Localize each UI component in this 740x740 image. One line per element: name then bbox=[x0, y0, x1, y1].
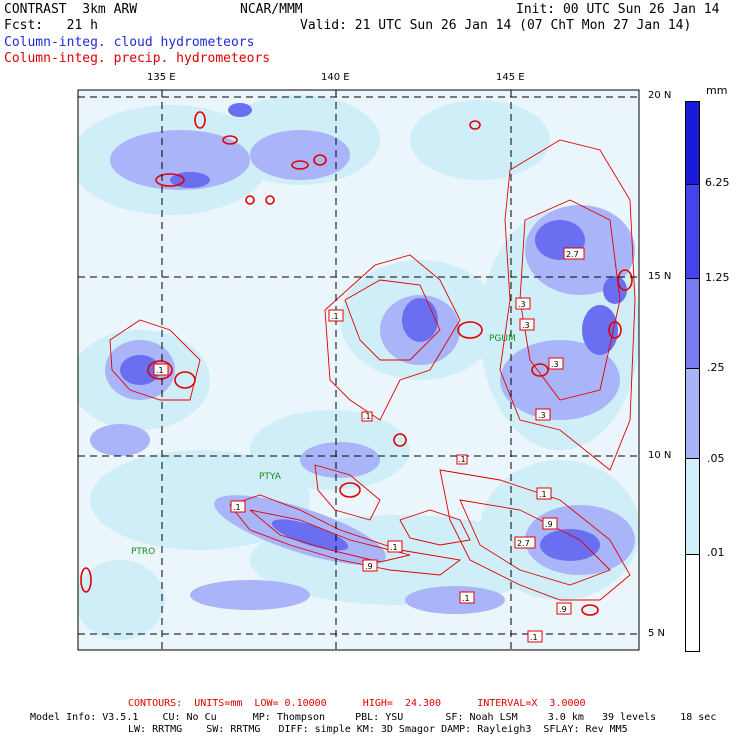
svg-text:.9: .9 bbox=[365, 562, 373, 571]
stations: PGUM PTYA PTRO bbox=[131, 334, 516, 557]
legend-swatch bbox=[686, 278, 699, 368]
legend-swatch bbox=[686, 554, 699, 650]
contour-label: .1 bbox=[456, 454, 468, 465]
valid-time: Valid: 21 UTC Sun 26 Jan 14 (07 ChT Mon … bbox=[300, 18, 692, 33]
physics-info: LW: RRTMG SW: RRTMG DIFF: simple KM: 3D … bbox=[128, 724, 628, 735]
svg-text:.1: .1 bbox=[363, 412, 371, 421]
contour-label: .1 bbox=[387, 540, 403, 553]
legend-swatch bbox=[686, 102, 699, 184]
contours-info: CONTOURS: UNITS=mm LOW= 0.10000 HIGH= 24… bbox=[128, 698, 586, 709]
svg-text:.1: .1 bbox=[462, 594, 470, 603]
station-ptya: PTYA bbox=[259, 472, 282, 482]
contour-label: .3 bbox=[519, 318, 535, 331]
legend-swatch bbox=[686, 368, 699, 458]
lon-label-145: 145 E bbox=[496, 72, 525, 83]
svg-text:.1: .1 bbox=[530, 633, 538, 642]
svg-text:.3: .3 bbox=[538, 411, 546, 420]
precip-cells bbox=[80, 111, 633, 616]
contour-label: .9 bbox=[556, 602, 572, 615]
lat-label-5: 5 N bbox=[648, 628, 666, 639]
station-pgum: PGUM bbox=[489, 334, 516, 344]
legend-level: 1.25 bbox=[705, 271, 730, 284]
legend-level: 6.25 bbox=[705, 176, 730, 189]
contour-label: .1 bbox=[230, 500, 246, 513]
station-ptro: PTRO bbox=[131, 547, 155, 557]
field-precip-label: Column-integ. precip. hydrometeors bbox=[4, 51, 271, 66]
svg-text:.1: .1 bbox=[390, 543, 398, 552]
svg-text:.3: .3 bbox=[522, 321, 530, 330]
lat-label-20: 20 N bbox=[648, 90, 672, 101]
forecast-hour: Fcst: 21 h bbox=[4, 18, 98, 33]
model-info: Model Info: V3.5.1 CU: No Cu MP: Thompso… bbox=[30, 712, 717, 723]
svg-text:.9: .9 bbox=[559, 605, 567, 614]
contour-label: .9 bbox=[542, 517, 558, 530]
contour-label: .1 bbox=[153, 363, 169, 376]
svg-text:.1: .1 bbox=[233, 503, 241, 512]
svg-text:.3: .3 bbox=[551, 360, 559, 369]
svg-text:.1: .1 bbox=[539, 490, 547, 499]
precip-contours bbox=[109, 139, 636, 601]
legend-swatch bbox=[686, 458, 699, 554]
svg-text:.3: .3 bbox=[518, 300, 526, 309]
contour-label: 2.7 bbox=[563, 247, 585, 260]
legend-swatch bbox=[686, 184, 699, 278]
legend-colorbar bbox=[685, 101, 700, 652]
center-name: NCAR/MMM bbox=[240, 2, 303, 17]
svg-text:2.7: 2.7 bbox=[566, 250, 579, 259]
svg-text:2.7: 2.7 bbox=[517, 539, 530, 548]
init-time: Init: 00 UTC Sun 26 Jan 14 bbox=[516, 2, 720, 17]
contour-label: .9 bbox=[362, 559, 378, 572]
lon-label-140: 140 E bbox=[321, 72, 350, 83]
legend-level: .01 bbox=[707, 546, 725, 559]
lon-label-135: 135 E bbox=[147, 72, 176, 83]
svg-text:.1: .1 bbox=[458, 455, 466, 464]
contour-label: .1 bbox=[536, 487, 552, 500]
contour-label: .3 bbox=[515, 297, 531, 310]
lat-label-10: 10 N bbox=[648, 450, 672, 461]
contour-label-group: .1 .1 .3 .3 .3 .3 .1 .9 2.7 2.7 .1 .1 .9… bbox=[153, 247, 585, 643]
svg-text:.1: .1 bbox=[331, 312, 339, 321]
contour-label: .1 bbox=[361, 411, 373, 422]
legend-level: .05 bbox=[707, 452, 725, 465]
svg-text:.1: .1 bbox=[156, 366, 164, 375]
legend-unit: mm bbox=[706, 84, 728, 97]
contour-label: .1 bbox=[459, 591, 475, 604]
model-title: CONTRAST 3km ARW bbox=[4, 2, 138, 17]
legend-level: .25 bbox=[707, 361, 725, 374]
svg-text:.9: .9 bbox=[545, 520, 553, 529]
contour-label: 2.7 bbox=[514, 536, 536, 549]
map-frame bbox=[77, 89, 640, 651]
contour-label: .3 bbox=[535, 408, 551, 421]
contour-label: .1 bbox=[527, 630, 543, 643]
lat-label-15: 15 N bbox=[648, 271, 672, 282]
field-cloud-label: Column-integ. cloud hydrometeors bbox=[4, 35, 255, 50]
contour-label: .1 bbox=[328, 309, 344, 322]
contour-label: .3 bbox=[548, 357, 564, 370]
